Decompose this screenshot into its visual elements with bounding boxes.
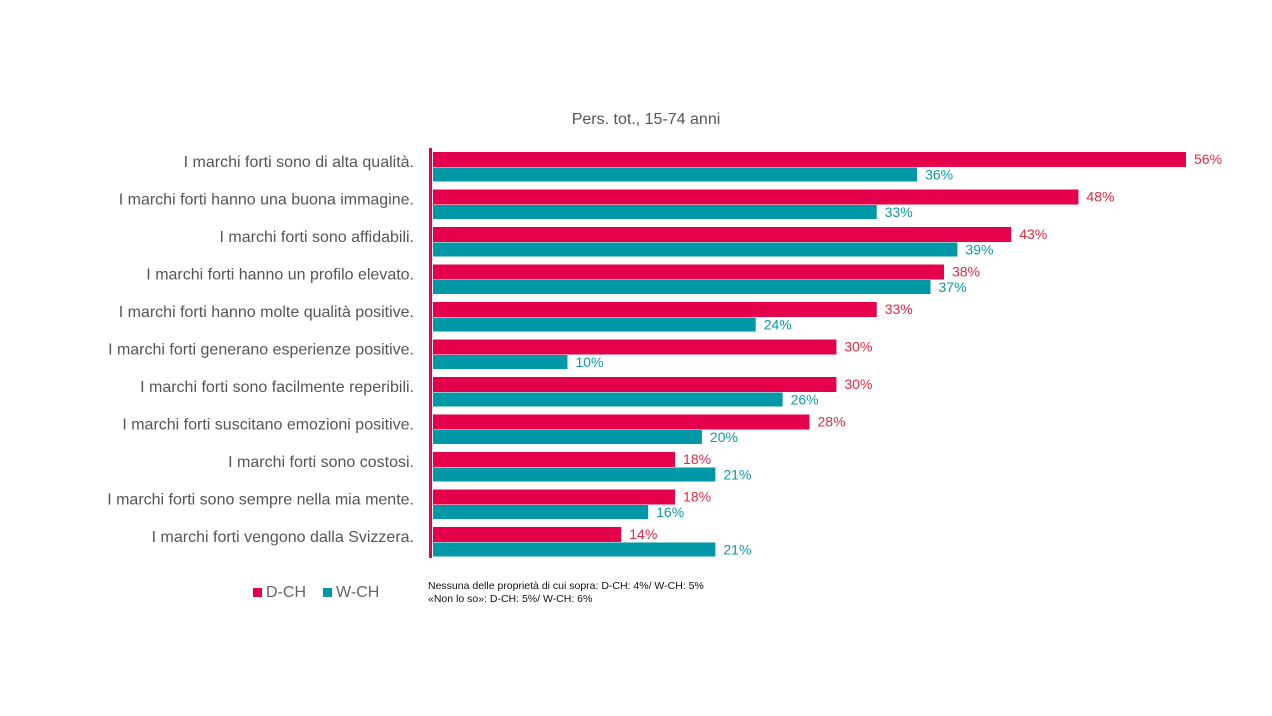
y-axis-line	[429, 148, 432, 558]
category-label: I marchi forti vengono dalla Svizzera.	[152, 529, 414, 546]
bar-d-ch	[433, 377, 837, 392]
footnote-line: «Non lo so»: D-CH: 5%/ W-CH: 6%	[428, 593, 593, 605]
bar-w-ch	[433, 242, 958, 257]
data-label-d-ch: 28%	[818, 414, 846, 430]
bar-w-ch	[433, 167, 918, 182]
category-label: I marchi forti sono facilmente reperibil…	[140, 379, 414, 396]
data-label-d-ch: 18%	[683, 451, 711, 467]
data-label-d-ch: 30%	[844, 339, 872, 355]
bar-w-ch	[433, 317, 756, 332]
bar-w-ch	[433, 392, 783, 407]
bar-w-ch	[433, 505, 649, 519]
data-label-d-ch: 48%	[1086, 189, 1114, 205]
data-label-w-ch: 37%	[939, 279, 967, 295]
category-label: I marchi forti suscitano emozioni positi…	[122, 417, 414, 434]
data-label-w-ch: 26%	[791, 392, 819, 408]
bar-w-ch	[433, 467, 716, 482]
data-label-d-ch: 38%	[952, 264, 980, 280]
bar-w-ch	[433, 430, 702, 444]
legend-label-w-ch: W-CH	[336, 584, 379, 601]
footnote-line: Nessuna delle proprietà di cui sopra: D-…	[428, 580, 704, 592]
data-label-d-ch: 30%	[844, 376, 872, 392]
legend: D-CH W-CH	[253, 584, 379, 601]
data-label-d-ch: 56%	[1194, 151, 1222, 167]
bar-w-ch	[433, 542, 716, 557]
bar-d-ch	[433, 414, 810, 430]
bar-d-ch	[433, 302, 877, 317]
data-label-d-ch: 33%	[885, 301, 913, 317]
bar-d-ch	[433, 227, 1012, 242]
bar-d-ch	[433, 527, 622, 542]
category-label: I marchi forti sono di alta qualità.	[184, 154, 414, 171]
bar-d-ch	[433, 489, 676, 505]
data-label-d-ch: 18%	[683, 489, 711, 505]
category-label: I marchi forti sono affidabili.	[220, 229, 414, 246]
bar-w-ch	[433, 280, 931, 294]
data-label-w-ch: 10%	[575, 354, 603, 370]
category-label: I marchi forti hanno una buona immagine.	[119, 192, 414, 209]
bar-d-ch	[433, 264, 944, 280]
category-label: I marchi forti sono costosi.	[228, 454, 414, 471]
bar-d-ch	[433, 339, 837, 355]
legend-swatch-w-ch	[323, 588, 332, 597]
category-label: I marchi forti hanno un profilo elevato.	[146, 267, 414, 284]
legend-swatch-d-ch	[253, 588, 262, 597]
data-label-w-ch: 21%	[723, 467, 751, 483]
data-label-w-ch: 21%	[723, 542, 751, 558]
legend-label-d-ch: D-CH	[266, 584, 306, 601]
data-label-w-ch: 39%	[965, 242, 993, 258]
bar-w-ch	[433, 355, 568, 369]
data-label-d-ch: 14%	[629, 526, 657, 542]
data-label-d-ch: 43%	[1019, 226, 1047, 242]
data-label-w-ch: 16%	[656, 504, 684, 520]
data-label-w-ch: 36%	[925, 167, 953, 183]
bar-w-ch	[433, 205, 877, 219]
bar-d-ch	[433, 452, 676, 467]
category-label: I marchi forti generano esperienze posit…	[108, 342, 414, 359]
data-label-w-ch: 24%	[764, 317, 792, 333]
bar-d-ch	[433, 152, 1186, 167]
category-label: I marchi forti hanno molte qualità posit…	[119, 304, 414, 321]
chart-title: Pers. tot., 15-74 anni	[572, 111, 721, 128]
data-label-w-ch: 33%	[885, 204, 913, 220]
bar-d-ch	[433, 189, 1079, 205]
footnote: Nessuna delle proprietà di cui sopra: D-…	[428, 580, 704, 606]
category-label: I marchi forti sono sempre nella mia men…	[107, 492, 414, 509]
data-label-w-ch: 20%	[710, 429, 738, 445]
